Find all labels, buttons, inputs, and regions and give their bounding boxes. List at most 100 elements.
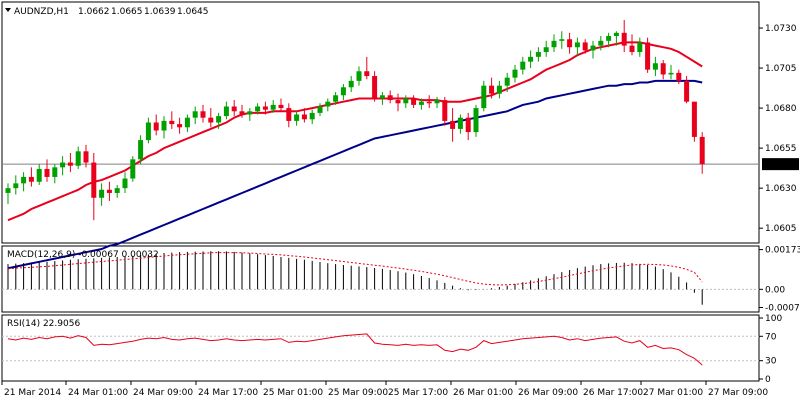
macd-title: MACD(12,26,9) -0.00067 0.00032 (7, 250, 159, 260)
axis-labels-layer: 1.0730 1.0705 1.0680 1.0655 1.0630 1.0605 1.06… (1, 24, 800, 398)
macd-series-layer (2, 251, 759, 305)
bullish-candle (52, 167, 58, 177)
bullish-candle (356, 71, 362, 81)
rsi-panel-frame (1, 314, 760, 382)
bullish-candle (255, 106, 261, 112)
bullish-candle (75, 151, 81, 166)
bearish-candle (645, 42, 651, 70)
macd-axis-label: -0.00079 (765, 303, 800, 313)
bearish-candle (660, 63, 666, 75)
time-axis-label: 26 Mar 09:00 (518, 388, 578, 398)
slow-moving-average-line (7, 79, 703, 270)
bullish-candle (457, 117, 463, 129)
bearish-candle (372, 76, 378, 99)
time-axis-label: 24 Mar 01:00 (68, 388, 128, 398)
bullish-candle (247, 111, 253, 115)
price-axis-label: 1.0730 (765, 24, 797, 34)
bearish-candle (177, 124, 183, 128)
bullish-candle (325, 101, 331, 107)
bullish-candle (223, 106, 229, 117)
open-value: 1.0662 (78, 7, 110, 17)
bullish-candle (590, 45, 596, 51)
bullish-candle (535, 52, 541, 57)
time-axis-label: 27 Mar 01:00 (643, 388, 703, 398)
bearish-candle (387, 95, 393, 101)
bullish-candle (434, 100, 440, 104)
rsi-axis-label: 100 (765, 314, 782, 324)
fast-moving-average-line (7, 41, 703, 222)
bullish-candle (637, 42, 643, 53)
bearish-candle (91, 162, 97, 198)
rsi-series-layer (2, 333, 759, 366)
price-axis-label: 1.0630 (765, 184, 797, 194)
current-price-badge-label: 1.0645 (765, 160, 797, 170)
bullish-candle (473, 108, 479, 133)
bearish-candle (208, 117, 214, 123)
high-value: 1.0665 (111, 7, 143, 17)
bullish-candle (543, 47, 549, 53)
rsi-axis-label: 0 (765, 375, 771, 385)
bullish-candle (340, 87, 346, 96)
close-value: 1.0645 (177, 7, 209, 17)
macd-axis-label: 0.00173 (765, 246, 800, 256)
bullish-candle (613, 32, 619, 37)
bullish-candle (309, 112, 315, 120)
bullish-candle (216, 116, 222, 123)
bearish-candle (442, 100, 448, 121)
bearish-candle (489, 85, 495, 94)
bearish-candle (676, 72, 682, 81)
bullish-candle (481, 85, 487, 109)
price-axis-label: 1.0605 (765, 224, 797, 234)
bullish-candle (496, 85, 502, 94)
bearish-candle (426, 101, 432, 104)
price-panel-frame (1, 1, 760, 244)
macd-axis-label: 0.00 (765, 285, 785, 295)
bullish-candle (5, 188, 11, 193)
bearish-candle (67, 162, 73, 166)
time-axis-label: 26 Mar 17:00 (583, 388, 643, 398)
bearish-candle (44, 168, 50, 177)
bullish-candle (403, 98, 409, 104)
time-axis-label: 25 Mar 01:00 (263, 388, 323, 398)
bullish-candle (13, 183, 19, 189)
bearish-candle (465, 117, 471, 133)
bearish-candle (621, 32, 627, 46)
time-axis-label: 21 Mar 2014 (4, 388, 61, 398)
bullish-candle (668, 72, 674, 75)
bullish-candle (606, 36, 612, 41)
symbol-label: AUDNZD,H1 (14, 7, 69, 17)
bearish-candle (83, 151, 89, 163)
bearish-candle (286, 108, 292, 121)
bullish-candle (99, 189, 105, 198)
bullish-candle (114, 188, 120, 193)
price-axis-label: 1.0680 (765, 104, 797, 114)
bullish-candle (145, 122, 151, 141)
bearish-candle (200, 111, 206, 118)
bearish-candle (28, 176, 34, 182)
bullish-candle (379, 95, 385, 99)
bullish-candle (418, 101, 424, 105)
bullish-candle (184, 117, 190, 128)
price-series-layer (2, 20, 759, 270)
bullish-candle (130, 159, 136, 179)
dropdown-triangle-icon[interactable] (5, 8, 11, 12)
bullish-candle (192, 111, 198, 118)
time-axis-label: 25 Mar 09:00 (328, 388, 388, 398)
bullish-candle (333, 95, 339, 102)
bearish-candle (301, 114, 307, 120)
bearish-candle (262, 106, 268, 110)
bullish-candle (21, 176, 27, 184)
bullish-candle (598, 40, 604, 46)
bearish-candle (411, 98, 417, 105)
bearish-candle (450, 120, 456, 129)
rsi-title: RSI(14) 22.9056 (7, 319, 80, 329)
current-price-badge (762, 158, 799, 171)
bearish-candle (691, 101, 697, 137)
time-axis-label: 26 Mar 01:00 (453, 388, 513, 398)
macd-panel-frame (1, 245, 760, 313)
macd-signal-line (7, 252, 703, 286)
price-axis-label: 1.0705 (765, 64, 797, 74)
time-axis-label: 25 Mar 17:00 (388, 388, 448, 398)
